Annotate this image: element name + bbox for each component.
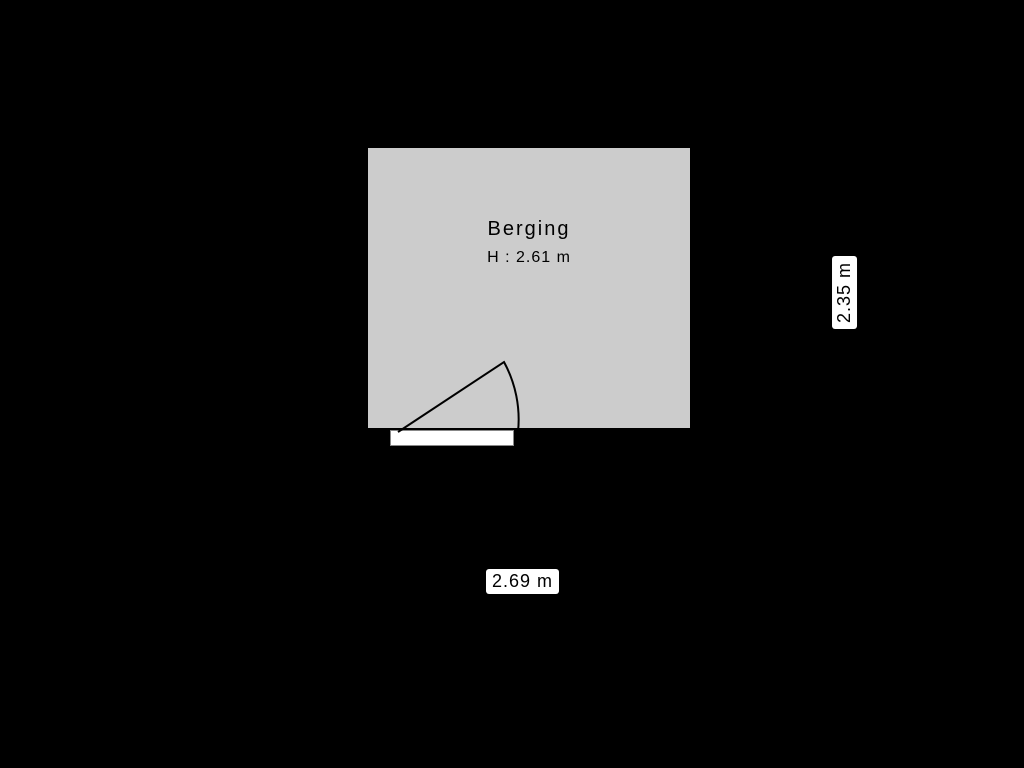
room-height-text: H : 2.61 m: [368, 249, 690, 267]
room-name-text: Berging: [368, 218, 690, 241]
dimension-height-label: 2.35 m: [832, 256, 857, 329]
room-berging: Berging H : 2.61 m: [360, 140, 698, 436]
room-label: Berging H : 2.61 m: [368, 218, 690, 267]
dimension-width-label: 2.69 m: [486, 569, 559, 594]
door-sill: [390, 430, 514, 446]
floorplan-canvas: Berging H : 2.61 m 2.69 m 2.35 m: [0, 0, 1024, 768]
